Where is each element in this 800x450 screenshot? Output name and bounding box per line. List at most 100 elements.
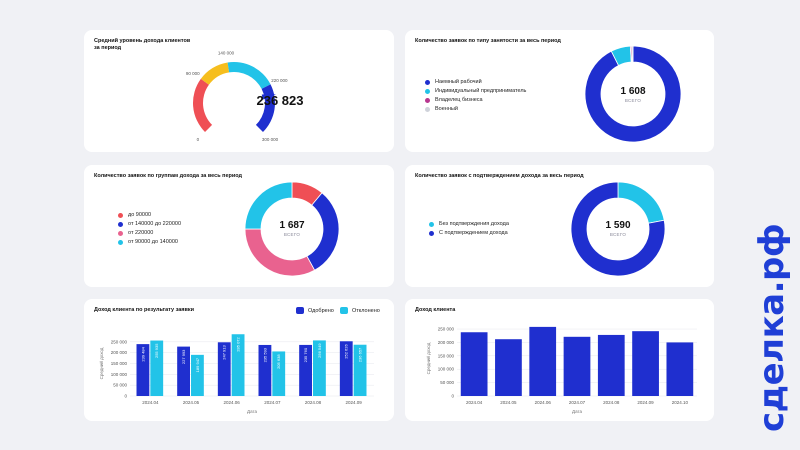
legend-dot: [425, 107, 430, 112]
gauge-value: 236 823: [256, 93, 304, 108]
legend: Наемный рабочий Индивидуальный предприним…: [425, 78, 526, 114]
bar: [353, 344, 367, 396]
gauge-tick-label: 0: [197, 137, 200, 142]
legend-label: от 140000 до 220000: [128, 221, 182, 227]
bar-value-label: 227 993: [181, 349, 186, 364]
bar-value-label: 235 593: [262, 347, 267, 362]
legend: Без подтверждения дохода С подтверждением…: [429, 220, 509, 238]
y-tick-label: 0: [124, 394, 127, 399]
bar-value-label: 235 760: [303, 347, 308, 362]
bar-value-label: 252 626: [344, 343, 349, 358]
legend-item: до 90000: [118, 211, 181, 220]
legend-label: С подтверждением дохода: [439, 230, 508, 236]
y-tick-label: 200 000: [111, 350, 128, 355]
legend-item: Без подтверждения дохода: [429, 220, 509, 229]
y-tick-label: 150 000: [111, 361, 128, 366]
bar-value-label: 247 913: [222, 345, 227, 360]
legend-item: Владелец бизнеса: [425, 96, 526, 105]
legend-swatch: [340, 307, 348, 314]
bar: [339, 341, 353, 396]
donut-chart: [244, 181, 340, 277]
legend-item: Военный: [425, 105, 526, 114]
bar: [563, 336, 591, 396]
y-tick-label: 0: [451, 394, 454, 399]
bar: [597, 334, 625, 396]
legend-label: от 90000 до 140000: [128, 239, 178, 245]
gauge-band: [200, 62, 230, 85]
gauge-band: [255, 84, 275, 132]
bar-value-label: 285 072: [235, 336, 240, 351]
bar: [313, 340, 326, 396]
donut-slice: [570, 181, 666, 277]
income-card: Доход клиента 0 50 000 100 000 150 000 200 0…: [405, 299, 714, 421]
donut-chart: [584, 45, 682, 143]
donut-total: 1 590: [605, 220, 631, 231]
x-tick-label: 2024.05: [183, 400, 200, 405]
legend-label: Владелец бизнеса: [435, 97, 483, 103]
legend-item: от 140000 до 220000: [118, 220, 181, 229]
y-tick-label: 200 000: [438, 340, 455, 345]
bar-value-label: 255 935: [154, 343, 159, 358]
gauge-tick-label: 90 000: [186, 71, 200, 76]
legend-item: Индивидуальный предприниматель: [425, 87, 526, 96]
bar: [460, 332, 488, 396]
donut-chart: [570, 181, 666, 277]
x-tick-label: 2024.04: [142, 400, 159, 405]
card-title: Доход клиента: [415, 307, 456, 313]
y-tick-label: 50 000: [113, 383, 127, 388]
bar-chart: 0 50 000 100 000 150 000 200 000 250 000 Средн…: [98, 334, 374, 414]
card-title: Средний уровень дохода клиентов за перио…: [94, 38, 190, 52]
legend-approved: Одобрено: [296, 307, 334, 314]
donut-total: 1 687: [279, 220, 305, 231]
bar-value-label: 205 638: [276, 354, 281, 369]
legend-dot: [118, 222, 123, 227]
card-title: Количество заявок по типу занятости за в…: [415, 38, 561, 44]
x-tick-label: 2024.09: [637, 400, 654, 405]
x-axis-label: Дата: [247, 409, 257, 414]
legend-label: Военный: [435, 106, 458, 112]
confirmed-card: Количество заявок с подтверждением доход…: [405, 165, 714, 287]
legend: до 90000 от 140000 до 220000 от 220000 от 9…: [118, 211, 181, 247]
legend-dot: [118, 240, 123, 245]
bar: [217, 342, 231, 396]
donut-slice: [584, 45, 682, 143]
legend-dot: [118, 231, 123, 236]
legend-label: Наемный рабочий: [435, 79, 482, 85]
x-tick-label: 2024.05: [500, 400, 517, 405]
donut-slice: [244, 181, 293, 230]
legend-dot: [429, 231, 434, 236]
card-title: Количество заявок по группам дохода за в…: [94, 173, 243, 179]
bar: [191, 354, 204, 396]
legend-rejected: Отклонено: [340, 307, 380, 314]
y-axis-label: Средний доход: [98, 347, 104, 379]
legend-label: Отклонено: [352, 307, 380, 314]
card-title: Количество заявок с подтверждением доход…: [415, 173, 584, 179]
bar-value-label: 256 549: [317, 343, 322, 358]
legend-item: Наемный рабочий: [425, 78, 526, 87]
y-tick-label: 100 000: [438, 367, 455, 372]
donut-total-label: ВСЕГО: [283, 232, 301, 237]
bar: [136, 344, 150, 396]
bar: [258, 344, 272, 396]
x-axis-label: Дата: [572, 409, 582, 414]
x-tick-label: 2024.06: [535, 400, 552, 405]
card-title-line: Средний уровень дохода клиентов: [94, 38, 191, 44]
gauge-chart: 0 90 000 140 000 220 000 300 000: [186, 51, 288, 142]
legend-item: С подтверждением дохода: [429, 229, 509, 238]
y-axis-label: Средний доход: [425, 342, 431, 374]
x-tick-label: 2024.07: [264, 400, 281, 405]
donut-total: 1 608: [620, 86, 646, 97]
legend-dot: [118, 213, 123, 218]
gauge-needle: [261, 94, 277, 100]
gauge-tick-label: 220 000: [271, 78, 288, 83]
bar: [150, 340, 164, 396]
gauge-tick-label: 140 000: [218, 51, 235, 56]
x-tick-label: 2024.08: [305, 400, 322, 405]
bar-value-label: 236 657: [357, 347, 362, 362]
y-tick-label: 100 000: [111, 372, 128, 377]
legend-label: Без подтверждения дохода: [439, 221, 509, 227]
bar: [231, 334, 245, 396]
y-tick-label: 250 000: [111, 339, 128, 344]
bar-value-label: 189 947: [195, 357, 200, 372]
legend-swatch: [296, 307, 304, 314]
